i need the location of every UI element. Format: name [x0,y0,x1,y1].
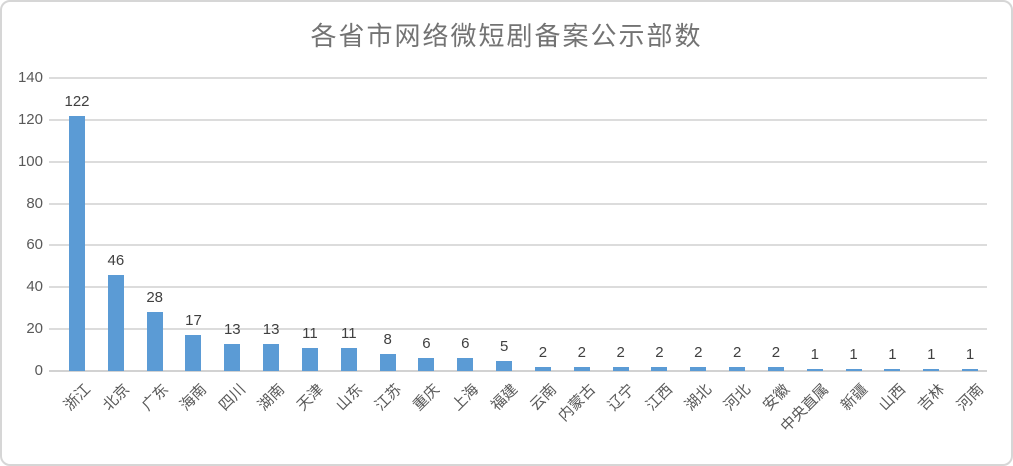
bar-value-label: 1 [849,345,858,363]
y-axis-tick-label: 20 [26,320,43,338]
y-axis-tick-label: 0 [34,362,43,379]
x-axis-label-text: 新疆 [837,381,871,415]
x-axis-label-text: 天津 [293,381,327,415]
x-axis-label-text: 河北 [720,381,755,415]
bar-value-label: 2 [732,343,742,361]
bar-value-label: 28 [146,289,163,307]
y-axis-tick-label: 100 [17,152,43,170]
bar [767,366,784,371]
bar-value-label: 5 [499,337,509,355]
bar [612,366,629,371]
x-axis-label-text: 辽宁 [604,381,638,415]
x-axis-label-text: 吉林 [915,381,949,415]
bar-value-label: 6 [461,335,470,353]
y-axis-tick-label: 140 [17,69,43,86]
bar [729,366,746,371]
bar-value-label: 13 [262,320,280,338]
gridline [49,202,987,205]
bar-value-label: 11 [302,324,318,342]
bar [496,360,513,371]
x-axis-label-text: 山东 [332,381,366,415]
bar-value-label: 2 [616,343,625,361]
bar-value-label: 11 [341,324,357,342]
chart-title: 各省市网络微短剧备案公示部数 [310,21,703,51]
bar [457,358,474,371]
bar [962,368,979,371]
x-axis-label-text: 福建 [487,381,522,415]
bar-value-label: 13 [223,320,241,338]
x-axis-label-text: 江西 [643,381,677,415]
bar-value-label: 1 [888,345,897,363]
gridline [49,77,987,79]
bar-value-label: 8 [383,331,392,349]
bar-value-label: 2 [771,343,781,361]
bar [185,335,202,371]
y-axis-tick-label: 60 [26,236,43,254]
x-axis-label-text: 云南 [526,381,560,415]
bar [340,347,357,371]
bar [923,368,940,371]
bar-value-label: 2 [577,343,586,361]
x-axis-label-text: 内蒙古 [554,381,599,425]
bar-value-label: 2 [655,343,664,361]
y-axis-tick-label: 120 [17,110,43,128]
bar-value-label: 1 [965,345,975,363]
x-axis-label-text: 广东 [138,381,172,415]
bar [418,358,435,371]
bar [651,366,668,371]
x-axis-label-text: 上海 [449,381,483,415]
bar-value-label: 17 [185,312,202,330]
bar-value-label: 6 [422,335,431,353]
x-axis-label-text: 湖南 [254,381,289,415]
x-axis-label-text: 安徽 [759,381,793,415]
x-axis-label-text: 北京 [99,381,133,415]
bar-value-label: 1 [810,345,819,363]
bar-value-label: 1 [927,345,936,363]
bar [263,343,280,371]
gridline [49,118,987,121]
bar [690,366,707,371]
bar [573,366,590,371]
bar-value-label: 122 [64,92,90,110]
bar [69,115,85,371]
y-axis-tick-label: 40 [26,278,43,296]
y-axis-tick-label: 80 [26,194,43,212]
x-axis-label-text: 江苏 [371,381,405,415]
x-axis-label-text: 浙江 [60,381,95,415]
gridline [49,286,987,289]
bar [107,274,124,371]
gridline [49,160,987,163]
bar [146,312,163,371]
bar [379,354,396,371]
bar [884,368,901,371]
bar-value-label: 46 [107,251,125,269]
bar [224,343,241,371]
x-axis-line [49,370,987,372]
bar [845,368,862,371]
bar-value-label: 2 [694,343,703,361]
gridline [49,244,987,247]
gridline [49,328,987,331]
x-axis-label-text: 重庆 [410,381,444,415]
x-axis-label-text: 海南 [177,381,211,415]
x-axis-label-text: 湖北 [682,381,716,415]
x-axis-label-text: 山西 [876,381,910,415]
bar [534,366,551,371]
bar-value-label: 2 [538,343,548,361]
bar [806,368,823,371]
bar [301,347,318,371]
x-axis-label-text: 河南 [953,381,988,415]
x-axis-label-text: 四川 [216,381,250,415]
